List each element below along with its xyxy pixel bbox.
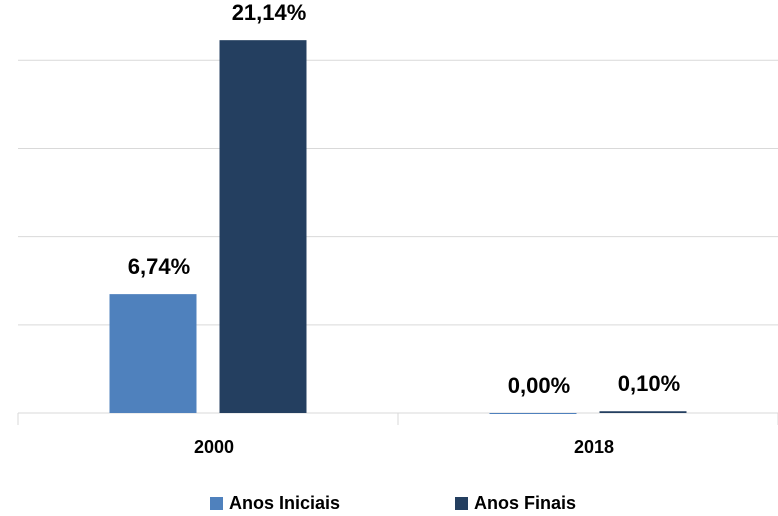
value-label: 0,00%	[508, 373, 570, 398]
bar	[599, 411, 687, 413]
legend-label: Anos Finais	[474, 493, 576, 513]
x-tick-label: 2000	[194, 437, 234, 457]
bar	[109, 294, 197, 413]
value-label: 21,14%	[232, 0, 307, 25]
legend-swatch	[210, 497, 223, 510]
value-label: 0,10%	[618, 371, 680, 396]
value-label: 6,74%	[128, 254, 190, 279]
bar	[489, 413, 577, 414]
legend-label: Anos Iniciais	[229, 493, 340, 513]
legend-swatch	[455, 497, 468, 510]
x-tick-label: 2018	[574, 437, 614, 457]
bar	[219, 40, 307, 414]
